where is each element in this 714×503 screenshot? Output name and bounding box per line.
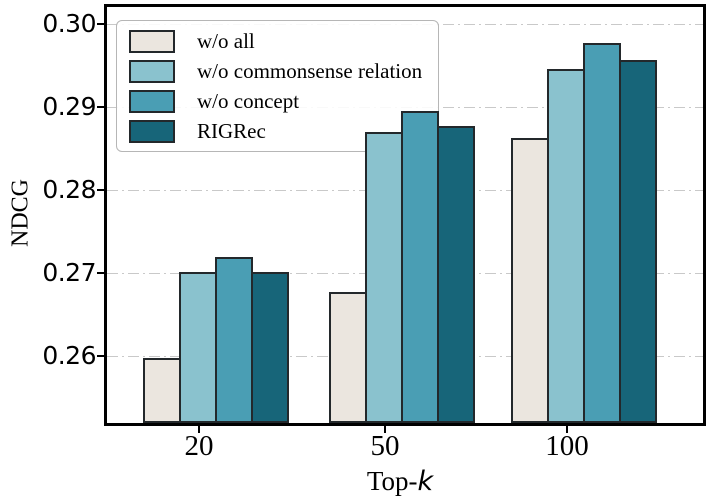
legend-item: w/o concept [129,88,422,114]
legend-swatch [129,59,175,83]
x-tick-label: 100 [545,430,589,462]
bar [619,60,657,423]
y-tick-mark [97,355,105,358]
y-tick-label: 0.28 [42,175,96,205]
legend: w/o all w/o commonsense relation w/o conce… [116,20,440,152]
y-tick-label: 0.29 [42,91,96,121]
bar [547,68,585,423]
x-axis-label: Top-k [367,466,433,497]
x-axis-label-text: Top- [366,466,418,496]
plot-canvas [107,7,703,423]
x-tick-mark [384,426,386,433]
legend-item: w/o all [129,28,422,54]
y-tick-label: 0.30 [42,8,96,38]
x-tick-label: 20 [184,430,214,462]
legend-label: w/o concept [197,89,300,113]
bar [365,131,403,423]
x-tick-label: 50 [370,430,400,462]
bar [329,291,367,423]
y-tick-mark [97,272,105,275]
bar [583,42,621,423]
y-tick-label: 0.26 [42,341,96,371]
x-tick-mark [566,426,568,433]
bar [511,138,549,423]
y-tick-label: 0.27 [42,258,96,288]
legend-item: w/o commonsense relation [129,58,422,84]
legend-label: w/o all [197,29,255,53]
bar [215,256,253,423]
legend-item: RIGRec [129,118,422,144]
plot-area: w/o all w/o commonsense relation w/o conce… [104,4,706,426]
x-tick-mark [198,426,200,433]
bar [143,358,181,423]
bar [251,271,289,423]
y-tick-mark [97,105,105,108]
legend-swatch [129,29,175,53]
legend-label: w/o commonsense relation [197,59,423,83]
y-tick-mark [97,189,105,192]
legend-swatch [129,89,175,113]
bar [179,272,217,423]
legend-swatch [129,119,175,143]
bar [437,125,475,423]
bar [401,111,439,423]
legend-label: RIGRec [197,119,266,143]
x-axis-label-italic-k: k [417,466,434,497]
y-tick-mark [97,22,105,25]
